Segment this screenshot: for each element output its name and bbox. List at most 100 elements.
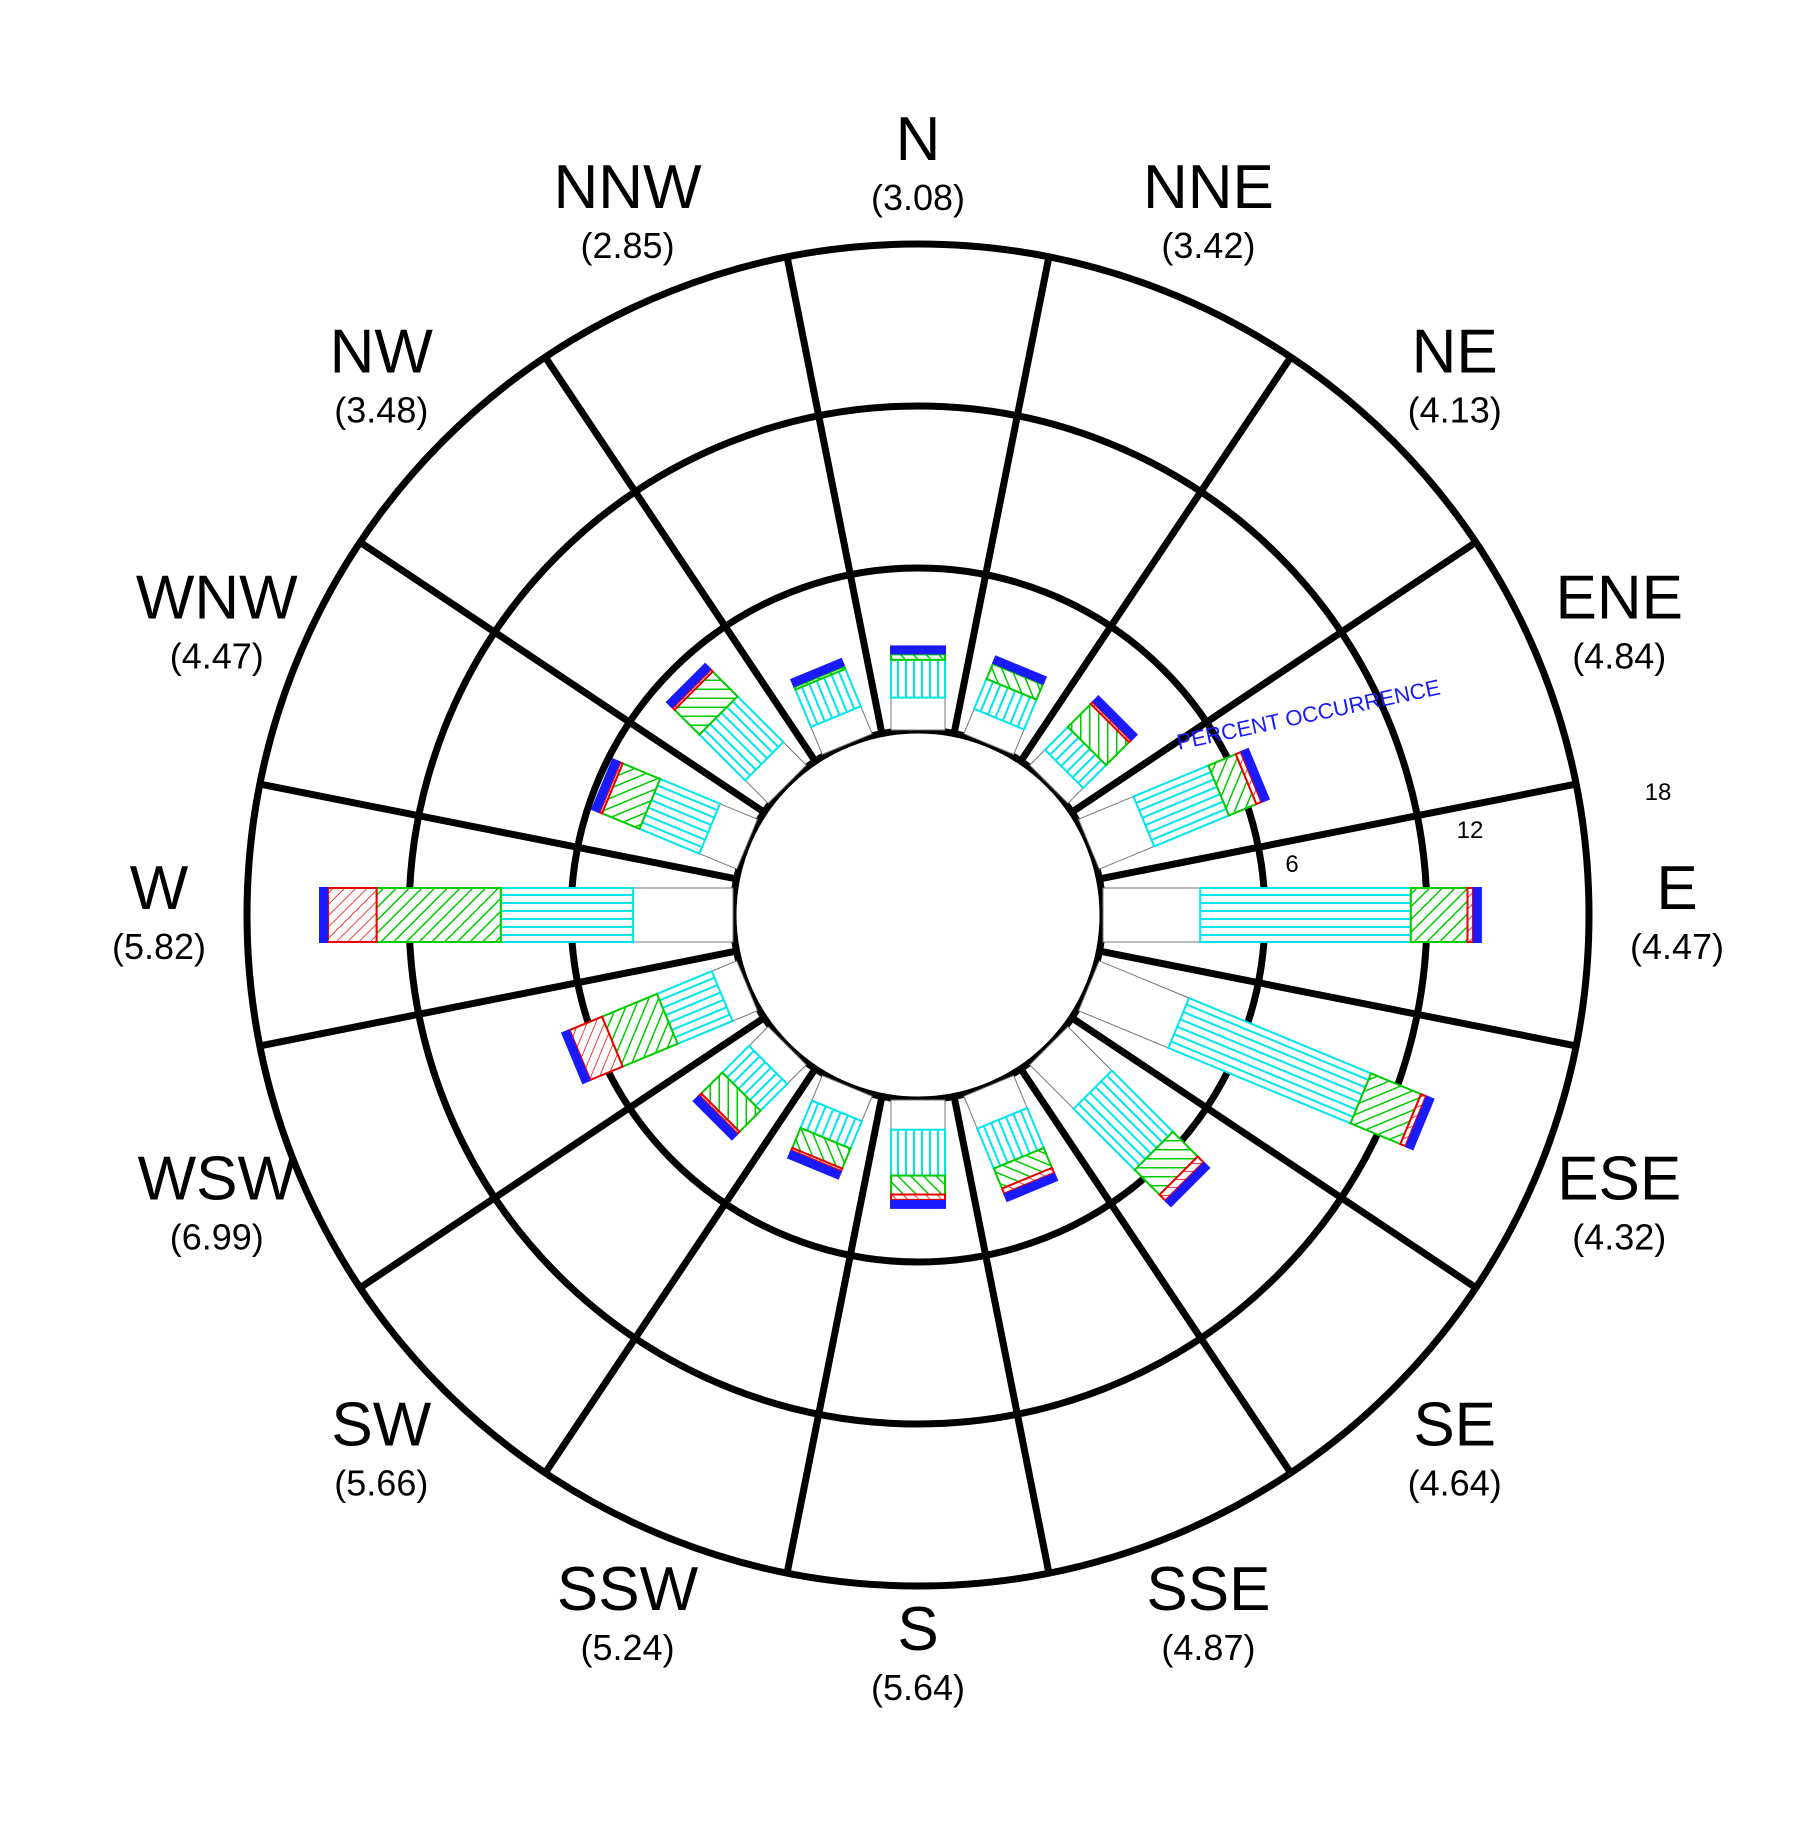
direction-label-WNW: WNW bbox=[136, 564, 298, 633]
tick-label-18: 18 bbox=[1645, 779, 1672, 806]
bar-segment-WSW-3 bbox=[568, 1015, 625, 1082]
spoke-WNW bbox=[358, 539, 767, 816]
direction-value-NNW: (2.85) bbox=[581, 225, 675, 266]
direction-value-NNE: (3.42) bbox=[1161, 225, 1255, 266]
bar-SE bbox=[1029, 1026, 1211, 1208]
spoke-N bbox=[950, 256, 1053, 735]
tick-label-6: 6 bbox=[1285, 851, 1298, 878]
bar-segment-WSW-4 bbox=[560, 1029, 591, 1085]
bar-segment-E-2 bbox=[1409, 887, 1469, 943]
bar-ESE bbox=[1077, 960, 1435, 1151]
bar-NNW bbox=[789, 657, 873, 756]
direction-value-SW: (5.66) bbox=[334, 1463, 428, 1504]
bar-NE bbox=[1029, 695, 1138, 804]
bar-segment-S-0 bbox=[890, 1099, 946, 1131]
bar-segment-W-1 bbox=[499, 887, 635, 943]
bar-N bbox=[890, 645, 946, 731]
direction-label-ESE: ESE bbox=[1557, 1144, 1681, 1213]
spoke-ENE bbox=[1098, 780, 1577, 883]
direction-label-NE: NE bbox=[1412, 317, 1498, 386]
direction-label-SSE: SSE bbox=[1146, 1555, 1270, 1624]
bar-segment-E-3 bbox=[1466, 887, 1474, 943]
direction-label-ENE: ENE bbox=[1555, 564, 1682, 633]
bar-segment-SSW-4 bbox=[786, 1150, 843, 1180]
direction-value-ESE: (4.32) bbox=[1572, 1216, 1666, 1257]
bar-S bbox=[890, 1099, 946, 1209]
direction-label-NNE: NNE bbox=[1143, 153, 1274, 222]
bar-SSE bbox=[963, 1074, 1059, 1203]
direction-label-S: S bbox=[897, 1595, 938, 1664]
bar-segment-N-1 bbox=[890, 658, 946, 699]
bar-segment-S-4 bbox=[890, 1199, 946, 1209]
spoke-SE bbox=[1017, 1066, 1294, 1475]
bar-segment-WNW-4 bbox=[590, 758, 621, 814]
spoke-W bbox=[259, 780, 738, 883]
direction-value-WNW: (4.47) bbox=[170, 636, 264, 677]
bar-segment-W-0 bbox=[632, 887, 734, 943]
direction-label-N: N bbox=[896, 105, 941, 174]
spoke-ESE bbox=[1069, 1014, 1478, 1291]
direction-value-WSW: (6.99) bbox=[170, 1216, 264, 1257]
rose-bars bbox=[319, 645, 1482, 1209]
rose-grid bbox=[243, 240, 1593, 1590]
bar-segment-E-1 bbox=[1199, 887, 1412, 943]
bar-segment-ENE-4 bbox=[1240, 747, 1271, 803]
direction-label-SSW: SSW bbox=[557, 1555, 699, 1624]
direction-value-ENE: (4.84) bbox=[1572, 636, 1666, 677]
direction-label-NNW: NNW bbox=[554, 153, 703, 222]
spoke-S bbox=[783, 1095, 886, 1574]
direction-label-E: E bbox=[1656, 854, 1697, 923]
direction-label-NW: NW bbox=[330, 317, 434, 386]
bar-segment-ESE-4 bbox=[1404, 1095, 1435, 1151]
bar-segment-N-4 bbox=[890, 645, 946, 655]
bar-segment-NE-4 bbox=[1092, 695, 1138, 741]
bar-segment-W-4 bbox=[319, 887, 328, 943]
direction-value-E: (4.47) bbox=[1630, 926, 1724, 967]
spoke-NNW bbox=[783, 256, 886, 735]
direction-label-SW: SW bbox=[331, 1391, 431, 1460]
direction-value-S: (5.64) bbox=[871, 1667, 965, 1708]
direction-labels: N(3.08) NNE(3.42)NE(4.13)ENE(4.84)E(4.47)… bbox=[112, 105, 1724, 1708]
spoke-NNE bbox=[1017, 355, 1294, 764]
bar-segment-S-2 bbox=[890, 1174, 946, 1196]
bar-W bbox=[319, 887, 734, 943]
direction-value-SSW: (5.24) bbox=[581, 1627, 675, 1668]
ring-18 bbox=[243, 240, 1593, 1590]
direction-value-SSE: (4.87) bbox=[1161, 1627, 1255, 1668]
bar-segment-S-1 bbox=[890, 1128, 946, 1177]
calm-circle bbox=[729, 726, 1107, 1104]
bar-segment-NNE-4 bbox=[991, 655, 1048, 685]
bar-SSW bbox=[786, 1074, 873, 1180]
bar-segment-ESE-3 bbox=[1399, 1092, 1428, 1148]
direction-label-SE: SE bbox=[1413, 1391, 1496, 1460]
tick-label-12: 12 bbox=[1457, 817, 1484, 844]
direction-label-W: W bbox=[130, 854, 189, 923]
bar-segment-E-4 bbox=[1472, 887, 1482, 943]
bar-segment-NW-4 bbox=[665, 662, 712, 709]
spoke-SSE bbox=[950, 1095, 1053, 1574]
direction-value-NE: (4.13) bbox=[1408, 389, 1502, 430]
bar-segment-N-0 bbox=[890, 697, 946, 731]
direction-label-WSW: WSW bbox=[138, 1144, 297, 1213]
bar-segment-SE-4 bbox=[1164, 1161, 1211, 1208]
bar-segment-W-3 bbox=[326, 887, 378, 943]
bar-NNE bbox=[963, 655, 1048, 756]
bar-segment-SSE-4 bbox=[1003, 1172, 1059, 1203]
bar-NW bbox=[665, 662, 807, 804]
bar-E bbox=[1102, 887, 1482, 943]
direction-value-NW: (3.48) bbox=[334, 389, 428, 430]
bar-segment-S-3 bbox=[890, 1193, 946, 1201]
bar-segment-E-0 bbox=[1102, 887, 1201, 943]
bar-ENE bbox=[1077, 747, 1271, 870]
bar-SW bbox=[692, 1026, 807, 1141]
bar-segment-NNW-4 bbox=[789, 657, 846, 688]
direction-value-SE: (4.64) bbox=[1408, 1463, 1502, 1504]
direction-value-W: (5.82) bbox=[112, 926, 206, 967]
spoke-NE bbox=[1069, 539, 1478, 816]
direction-value-N: (3.08) bbox=[871, 177, 965, 218]
spoke-SW bbox=[358, 1014, 767, 1291]
bar-segment-SW-4 bbox=[692, 1094, 739, 1141]
bar-WSW bbox=[560, 960, 759, 1085]
spoke-WSW bbox=[259, 947, 738, 1050]
